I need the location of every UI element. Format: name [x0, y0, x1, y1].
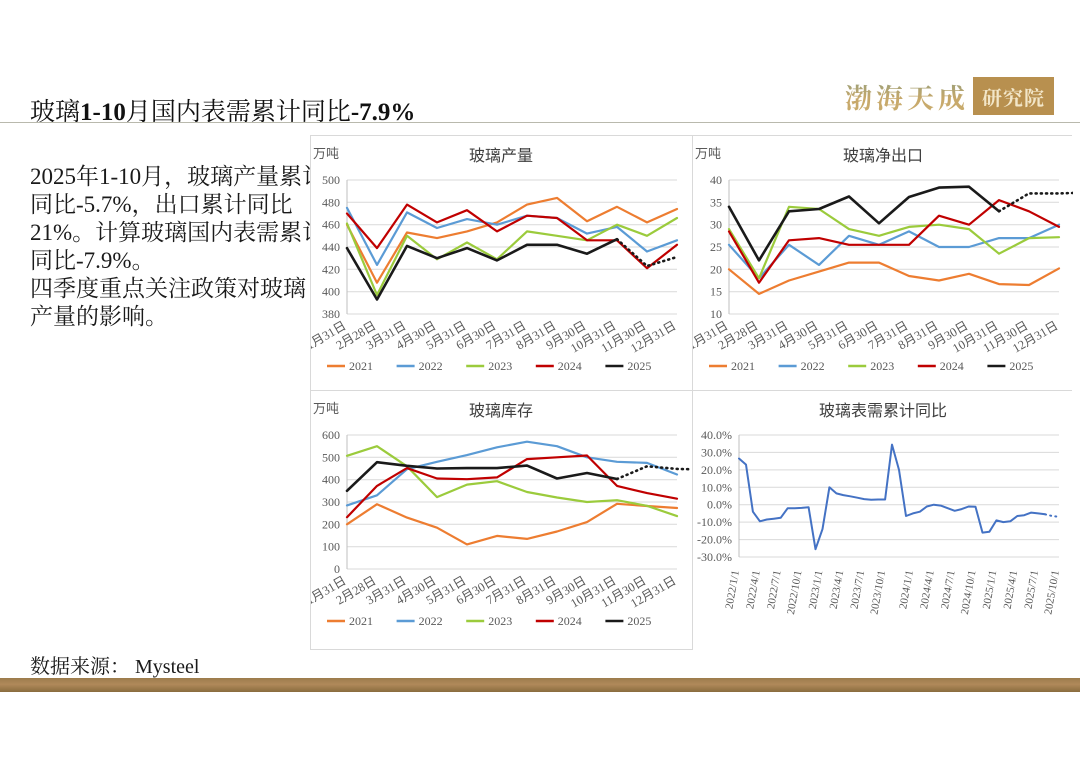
svg-text:200: 200 — [322, 517, 340, 531]
svg-text:400: 400 — [322, 473, 340, 487]
svg-text:35: 35 — [710, 195, 722, 209]
svg-text:460: 460 — [322, 218, 340, 232]
svg-text:40.0%: 40.0% — [701, 428, 732, 442]
svg-text:玻璃产量: 玻璃产量 — [469, 147, 533, 165]
svg-text:2024: 2024 — [558, 359, 582, 373]
svg-text:玻璃表需累计同比: 玻璃表需累计同比 — [819, 402, 947, 420]
svg-text:15: 15 — [710, 285, 722, 299]
svg-text:2025: 2025 — [627, 614, 651, 628]
svg-text:25: 25 — [710, 240, 722, 254]
svg-text:-10.0%: -10.0% — [697, 515, 732, 529]
svg-text:480: 480 — [322, 195, 340, 209]
svg-text:万吨: 万吨 — [695, 146, 721, 161]
svg-text:2021: 2021 — [349, 614, 373, 628]
svg-text:2023: 2023 — [488, 614, 512, 628]
svg-text:2025: 2025 — [1009, 359, 1033, 373]
svg-text:2023: 2023 — [488, 359, 512, 373]
svg-text:500: 500 — [322, 173, 340, 187]
svg-text:440: 440 — [322, 240, 340, 254]
svg-text:420: 420 — [322, 262, 340, 276]
svg-text:300: 300 — [322, 495, 340, 509]
svg-text:20: 20 — [710, 262, 722, 276]
svg-text:10: 10 — [710, 307, 722, 321]
svg-text:2022: 2022 — [419, 359, 443, 373]
svg-text:2021: 2021 — [349, 359, 373, 373]
svg-text:玻璃库存: 玻璃库存 — [469, 402, 533, 420]
svg-text:2022: 2022 — [801, 359, 825, 373]
svg-text:0.0%: 0.0% — [707, 498, 732, 512]
svg-text:400: 400 — [322, 285, 340, 299]
svg-text:2025: 2025 — [627, 359, 651, 373]
svg-text:玻璃净出口: 玻璃净出口 — [843, 147, 923, 165]
svg-text:40: 40 — [710, 173, 722, 187]
svg-text:2024: 2024 — [558, 614, 582, 628]
svg-text:2021: 2021 — [731, 359, 755, 373]
svg-text:10.0%: 10.0% — [701, 480, 732, 494]
svg-text:600: 600 — [322, 428, 340, 442]
svg-text:万吨: 万吨 — [313, 401, 339, 416]
svg-text:2022: 2022 — [419, 614, 443, 628]
svg-text:-30.0%: -30.0% — [697, 550, 732, 564]
svg-text:万吨: 万吨 — [313, 146, 339, 161]
svg-text:100: 100 — [322, 540, 340, 554]
svg-text:2023: 2023 — [870, 359, 894, 373]
svg-text:-20.0%: -20.0% — [697, 533, 732, 547]
svg-text:30: 30 — [710, 218, 722, 232]
svg-text:30.0%: 30.0% — [701, 445, 732, 459]
svg-text:2024: 2024 — [940, 359, 964, 373]
svg-text:380: 380 — [322, 307, 340, 321]
svg-text:20.0%: 20.0% — [701, 463, 732, 477]
svg-text:500: 500 — [322, 450, 340, 464]
